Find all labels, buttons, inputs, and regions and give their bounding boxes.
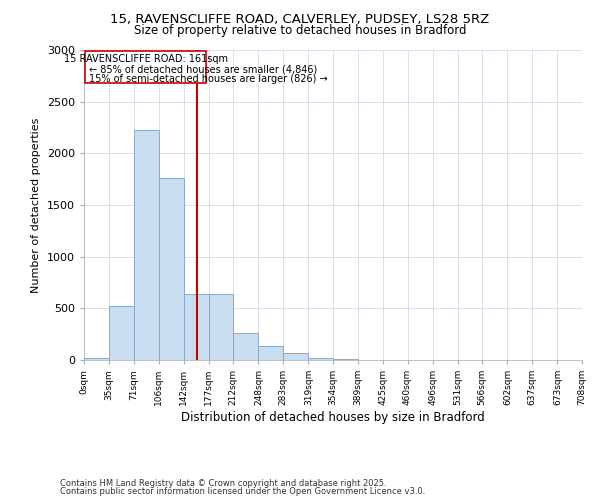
Bar [134, 130, 158, 360]
Y-axis label: Number of detached properties: Number of detached properties [31, 118, 41, 292]
Bar [84, 358, 109, 360]
Bar [158, 178, 184, 360]
Bar [259, 346, 283, 360]
Text: 15, RAVENSCLIFFE ROAD, CALVERLEY, PUDSEY, LS28 5RZ: 15, RAVENSCLIFFE ROAD, CALVERLEY, PUDSEY… [110, 12, 490, 26]
Bar [233, 333, 259, 360]
Text: Size of property relative to detached houses in Bradford: Size of property relative to detached ho… [134, 24, 466, 37]
Text: Contains public sector information licensed under the Open Government Licence v3: Contains public sector information licen… [60, 487, 425, 496]
Text: Contains HM Land Registry data © Crown copyright and database right 2025.: Contains HM Land Registry data © Crown c… [60, 478, 386, 488]
Bar [209, 294, 233, 360]
Bar [283, 353, 308, 360]
Text: 15% of semi-detached houses are larger (826) →: 15% of semi-detached houses are larger (… [89, 74, 328, 84]
X-axis label: Distribution of detached houses by size in Bradford: Distribution of detached houses by size … [181, 411, 485, 424]
Bar [109, 306, 134, 360]
Bar [184, 294, 209, 360]
Text: 15 RAVENSCLIFFE ROAD: 161sqm: 15 RAVENSCLIFFE ROAD: 161sqm [64, 54, 228, 64]
FancyBboxPatch shape [85, 51, 206, 83]
Bar [308, 358, 333, 360]
Text: ← 85% of detached houses are smaller (4,846): ← 85% of detached houses are smaller (4,… [89, 64, 317, 74]
